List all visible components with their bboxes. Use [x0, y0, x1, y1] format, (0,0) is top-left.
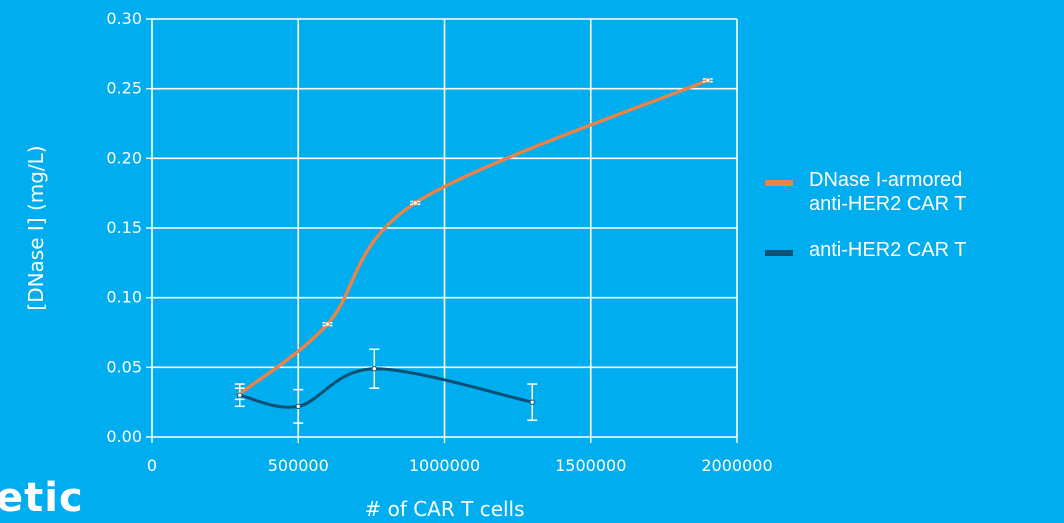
y-tick-label: 0.15 — [106, 218, 142, 237]
y-tick-label: 0.25 — [106, 79, 142, 98]
data-point — [295, 403, 301, 410]
data-point — [237, 392, 243, 398]
legend-swatch-orange — [765, 180, 793, 186]
series-1 — [234, 348, 538, 424]
legend: DNase I-armored anti-HER2 CAR T anti-HER… — [765, 168, 1064, 284]
x-tick-label: 1000000 — [409, 456, 480, 475]
data-point — [412, 200, 418, 206]
legend-swatch-navy — [765, 250, 793, 256]
data-point — [324, 321, 331, 327]
data-point — [705, 77, 711, 84]
legend-label-line-2: anti-HER2 CAR T — [809, 193, 967, 215]
x-tick-label: 500000 — [268, 456, 329, 475]
y-tick-label: 0.10 — [106, 288, 142, 307]
x-tick-label: 0 — [147, 456, 157, 475]
y-tick-label: 0.05 — [106, 357, 142, 376]
x-tick-label: 1500000 — [555, 456, 626, 475]
y-axis-title: [DNase I] (mg/L) — [24, 145, 48, 310]
x-tick-label: 2000000 — [701, 456, 772, 475]
series-line — [238, 78, 710, 396]
legend-item-dnase-armored: DNase I-armored anti-HER2 CAR T — [765, 168, 1064, 216]
legend-label: DNase I-armored anti-HER2 CAR T — [809, 168, 1064, 216]
y-tick-label: 0.00 — [106, 427, 142, 446]
data-point — [529, 399, 535, 405]
legend-label-line-1: DNase I-armored — [809, 169, 963, 191]
legend-label-line-1: anti-HER2 CAR T — [809, 239, 967, 261]
legend-label: anti-HER2 CAR T — [809, 238, 1064, 262]
data-point — [371, 366, 377, 372]
y-tick-label: 0.20 — [106, 148, 142, 167]
series-line — [238, 367, 534, 409]
series-0 — [234, 77, 713, 401]
y-tick-label: 0.30 — [106, 9, 142, 28]
x-axis-title: # of CAR T cells — [364, 497, 524, 521]
legend-item-anti-her2: anti-HER2 CAR T — [765, 238, 1064, 262]
company-logo-text: etic — [0, 475, 84, 521]
